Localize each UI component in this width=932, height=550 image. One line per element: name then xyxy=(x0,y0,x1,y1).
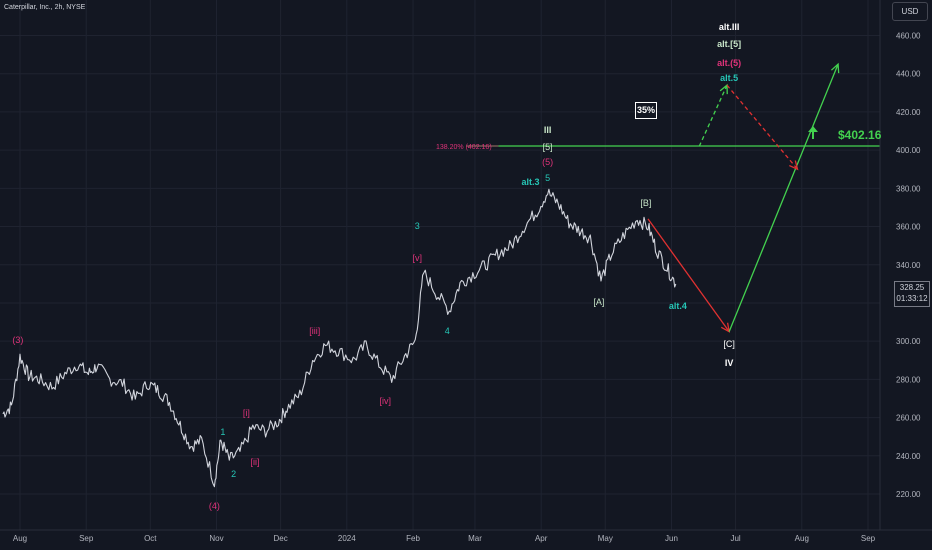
wave-label: III xyxy=(543,125,552,136)
wave-label: alt.3 xyxy=(521,176,540,187)
x-tick-label: Mar xyxy=(468,534,482,543)
chart-title: Caterpillar, Inc., 2h, NYSE xyxy=(4,4,86,11)
y-tick-label: 360.00 xyxy=(896,223,921,232)
wave-label: [5] xyxy=(542,142,553,153)
scenario-path-solid xyxy=(647,218,730,332)
up-arrow-icon xyxy=(808,125,818,139)
wave-label: [v] xyxy=(412,253,423,264)
scenario-arrowhead xyxy=(789,160,799,171)
y-tick-label: 260.00 xyxy=(896,414,921,423)
fib-extension-label: 138.20% (402.16) xyxy=(436,144,492,151)
y-tick-label: 300.00 xyxy=(896,337,921,346)
y-tick-label: 380.00 xyxy=(896,184,921,193)
x-tick-label: May xyxy=(598,534,613,543)
wave-label: 3 xyxy=(414,220,420,231)
wave-label: [B] xyxy=(640,197,652,208)
y-tick-label: 340.00 xyxy=(896,261,921,270)
x-tick-label: Nov xyxy=(209,534,223,543)
wave-label: [iv] xyxy=(379,396,392,407)
scenario-path-solid xyxy=(728,63,839,332)
wave-label: [iii] xyxy=(309,325,321,336)
y-tick-label: 280.00 xyxy=(896,375,921,384)
wave-label: alt.4 xyxy=(668,300,687,311)
wave-label: IV xyxy=(724,358,734,369)
scenario-path-layer xyxy=(647,62,840,333)
wave-label: alt.[5] xyxy=(717,39,742,50)
x-tick-label: Oct xyxy=(144,534,157,543)
scenario-path-dashed xyxy=(698,84,728,147)
x-tick-label: Aug xyxy=(13,534,27,543)
x-tick-label: 2024 xyxy=(338,534,356,543)
wave-label: [i] xyxy=(242,407,250,418)
x-tick-label: Aug xyxy=(795,534,809,543)
bar-countdown: 01:33:12 xyxy=(896,294,928,303)
scenario-arrowhead xyxy=(830,62,840,74)
last-price: 328.25 xyxy=(899,283,925,292)
price-line xyxy=(2,188,677,488)
y-tick-label: 440.00 xyxy=(896,70,921,79)
probability-box: 35% xyxy=(635,102,657,119)
x-tick-label: Feb xyxy=(406,534,420,543)
y-tick-label: 220.00 xyxy=(896,490,921,499)
price-layer xyxy=(2,188,677,488)
y-axis: 220.00240.00260.00280.00300.00320.00340.… xyxy=(879,0,921,530)
x-tick-label: Sep xyxy=(861,534,876,543)
wave-label: (3) xyxy=(12,335,24,346)
scenario-arrowhead xyxy=(720,322,731,333)
wave-label: 5 xyxy=(545,172,551,183)
wave-label: [ii] xyxy=(250,457,260,468)
wave-label: (5) xyxy=(542,157,554,168)
wave-label: [A] xyxy=(593,296,605,307)
wave-label: [C] xyxy=(723,338,735,349)
scenario-path-dashed xyxy=(726,84,799,170)
wave-label: alt.III xyxy=(718,21,740,32)
y-tick-label: 420.00 xyxy=(896,108,921,117)
wave-label: alt.5 xyxy=(720,73,739,84)
grid-layer xyxy=(0,0,880,530)
last-price-badge: 328.25 01:33:12 xyxy=(894,281,930,307)
x-tick-label: Apr xyxy=(535,534,548,543)
x-tick-label: Jun xyxy=(665,534,678,543)
y-tick-label: 240.00 xyxy=(896,452,921,461)
y-tick-label: 460.00 xyxy=(896,32,921,41)
x-tick-label: Jul xyxy=(730,534,740,543)
target-price-label: $402.16 xyxy=(838,128,882,142)
wave-label: (4) xyxy=(208,501,220,512)
x-tick-label: Dec xyxy=(273,534,287,543)
y-tick-label: 400.00 xyxy=(896,146,921,155)
wave-label: 4 xyxy=(444,325,450,336)
x-axis: Aug Sep Oct Nov Dec 2024 Feb Mar Apr May Jun Jul Aug… xyxy=(0,529,932,543)
target-arrow-layer xyxy=(808,125,818,139)
wave-label: 2 xyxy=(231,468,237,479)
currency-unit-button[interactable]: USD xyxy=(892,2,928,21)
x-tick-label: Sep xyxy=(79,534,94,543)
wave-label: alt.(5) xyxy=(717,58,742,69)
wave-label: 1 xyxy=(220,426,226,437)
